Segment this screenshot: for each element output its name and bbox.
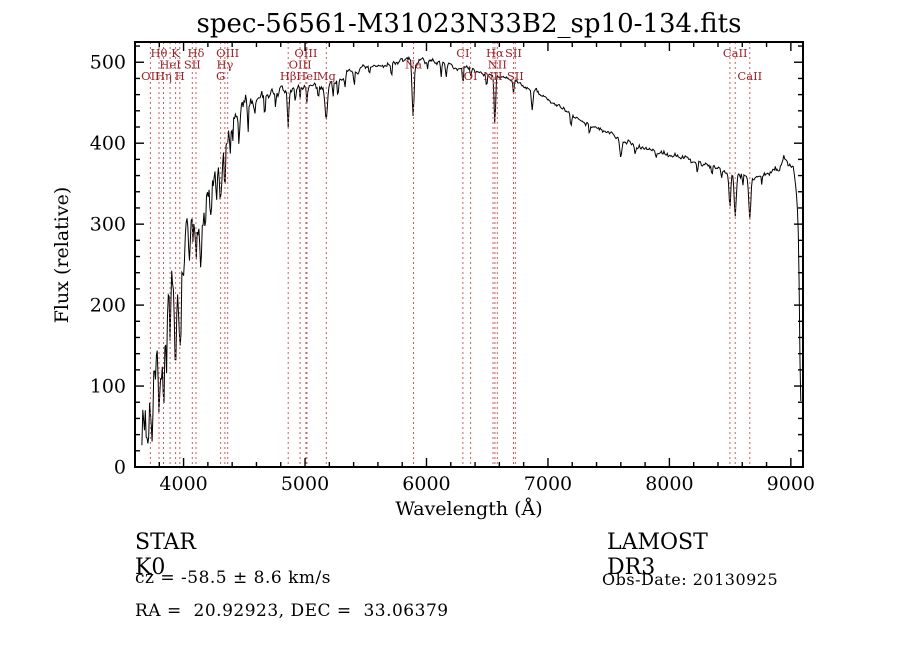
- spectrum-trace: [141, 55, 802, 446]
- spectral-line-label: Hη: [155, 69, 172, 83]
- plot-frame: [134, 41, 804, 468]
- survey-label: LAMOST DR3: [607, 530, 708, 580]
- spectral-line-label: SII: [505, 46, 522, 60]
- spectral-line-label: CaII: [723, 46, 748, 60]
- spectral-line-label: SII: [507, 69, 524, 83]
- y-axis-label: Flux (relative): [51, 186, 73, 324]
- spectral-line-label: Hδ: [188, 46, 205, 60]
- y-tick-label: 0: [114, 457, 126, 479]
- spectral-line-label: HeI: [159, 58, 180, 72]
- x-tick-label: 7000: [524, 473, 572, 495]
- y-tick-label: 500: [90, 52, 126, 74]
- x-tick-label: 8000: [645, 473, 693, 495]
- y-tick-label: 400: [90, 133, 126, 155]
- spectral-line-label: H: [175, 69, 185, 83]
- x-tick-label: 9000: [767, 473, 815, 495]
- spectral-line-label: Na: [405, 58, 422, 72]
- classification-line: STAR K0: [135, 530, 232, 580]
- subclass-label: K0: [135, 555, 166, 580]
- object-class-label: STAR: [135, 530, 196, 555]
- obs-date-line: Obs-Date: 20130925: [602, 570, 779, 589]
- spectral-line-label: Mg: [317, 69, 337, 83]
- y-tick-label: 100: [90, 376, 126, 398]
- spectral-line-label: OIII: [216, 46, 239, 60]
- spectral-line-label: OIII: [294, 46, 317, 60]
- ra-dec-line: RA = 20.92923, DEC = 33.06379: [135, 601, 449, 621]
- spectral-line-label: CaII: [737, 69, 762, 83]
- spectral-line-label: CI: [456, 46, 469, 60]
- spectral-line-label: Hθ: [151, 46, 168, 60]
- spectral-line-label: OII: [141, 69, 160, 83]
- x-tick-label: 4000: [159, 473, 207, 495]
- spectral-line-label: Hα: [486, 46, 504, 60]
- x-tick-label: 6000: [402, 473, 450, 495]
- y-tick-label: 200: [90, 295, 126, 317]
- x-axis-label: Wavelength (Å): [395, 498, 543, 520]
- spectral-line-label: OI: [464, 69, 478, 83]
- plot-title: spec-56561-M31023N33B2_sp10-134.fits: [196, 9, 742, 39]
- spectral-line-label: K: [171, 46, 180, 60]
- spectral-line-label: Hβ: [280, 69, 297, 83]
- spectral-line-label: SII: [184, 58, 201, 72]
- y-tick-label: 300: [90, 214, 126, 236]
- spectral-line-label: OIII: [289, 58, 312, 72]
- spectral-line-label: G: [216, 69, 225, 83]
- spectral-line-label: Hγ: [216, 58, 233, 72]
- x-tick-label: 5000: [281, 473, 329, 495]
- radial-velocity-line: cz = -58.5 ± 8.6 km/s: [135, 568, 331, 588]
- spectral-line-label: NII: [488, 58, 507, 72]
- spectral-line-label: NII: [483, 69, 502, 83]
- spectral-line-label: HeI: [296, 69, 317, 83]
